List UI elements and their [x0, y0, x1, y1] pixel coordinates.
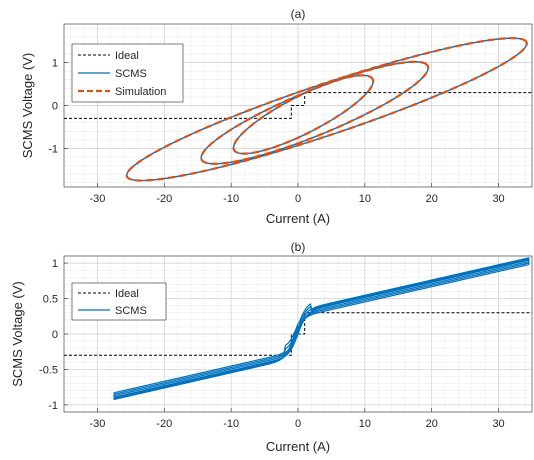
chart-a-marks	[64, 37, 532, 182]
chart-a-x-tick-label: -30	[89, 193, 105, 205]
chart-b-y-tick-label: 0.5	[43, 294, 58, 306]
chart-b-y-tick-label: 0	[52, 329, 58, 341]
chart-b-y-tick-label: 1	[52, 258, 58, 270]
chart-a-ylabel: SCMS Voltage (V)	[20, 53, 35, 159]
chart-a-x-tick-label: 0	[295, 193, 301, 205]
chart-b-y-tick-label: -0.5	[39, 364, 58, 376]
chart-a-legend-ideal: Ideal	[115, 50, 139, 62]
chart-b-legend-box	[71, 282, 167, 321]
chart-b-x-tick-label: -10	[223, 418, 239, 430]
chart-a-title: (a)	[291, 7, 306, 21]
chart-a-y-tick-label: -1	[48, 143, 58, 155]
chart-a-legend-scms: SCMS	[115, 68, 147, 80]
chart-b-legend-scms: SCMS	[115, 305, 147, 317]
chart-a-x-tick-label: 10	[359, 193, 371, 205]
chart-b-ticks: -30 -20 -10 0 10 20 30 -1 -0.5 0 0.5 1	[39, 258, 505, 430]
chart-a-y-tick-label: 0	[52, 101, 58, 113]
chart-a-legend: Ideal SCMS Simulation	[71, 43, 184, 103]
chart-b-marks	[64, 257, 532, 401]
chart-a-series-ideal	[64, 92, 532, 119]
chart-b: (b) -30 -20 -10 0 10 20 30 -1 -0.5 0 0.5 1 Current …	[10, 240, 533, 454]
chart-b-x-tick-label: 20	[426, 418, 438, 430]
chart-b-series-scms-cycle-4	[113, 257, 530, 401]
chart-a-x-tick-label: 20	[426, 193, 438, 205]
chart-a-series-simulation-loop-1	[125, 37, 528, 182]
chart-a-x-tick-label: 30	[492, 193, 504, 205]
chart-b-title: (b)	[291, 240, 306, 254]
chart-a-x-tick-label: -20	[156, 193, 172, 205]
chart-b-y-tick-label: -1	[48, 400, 58, 412]
chart-a: (a) -30 -20 -10 0 10 20 30-101 Current (A) SCM…	[20, 7, 533, 226]
chart-a-xlabel: Current (A)	[266, 211, 330, 226]
chart-b-x-tick-label: 0	[295, 418, 301, 430]
chart-a-legend-simulation: Simulation	[115, 86, 166, 98]
chart-b-legend: Ideal SCMS	[71, 282, 167, 321]
chart-a-series-simulation-loop-3	[232, 74, 375, 155]
chart-b-ylabel: SCMS Voltage (V)	[10, 281, 25, 387]
chart-b-legend-ideal: Ideal	[115, 288, 139, 300]
chart-a-x-tick-label: -10	[223, 193, 239, 205]
chart-b-x-tick-label: -20	[156, 418, 172, 430]
chart-b-x-tick-label: 10	[359, 418, 371, 430]
chart-a-y-tick-label: 1	[52, 58, 58, 70]
chart-b-xlabel: Current (A)	[266, 439, 330, 454]
chart-b-x-tick-label: -30	[89, 418, 105, 430]
chart-b-x-tick-label: 30	[492, 418, 504, 430]
chart-a-ticks: -30 -20 -10 0 10 20 30-101	[48, 58, 504, 205]
